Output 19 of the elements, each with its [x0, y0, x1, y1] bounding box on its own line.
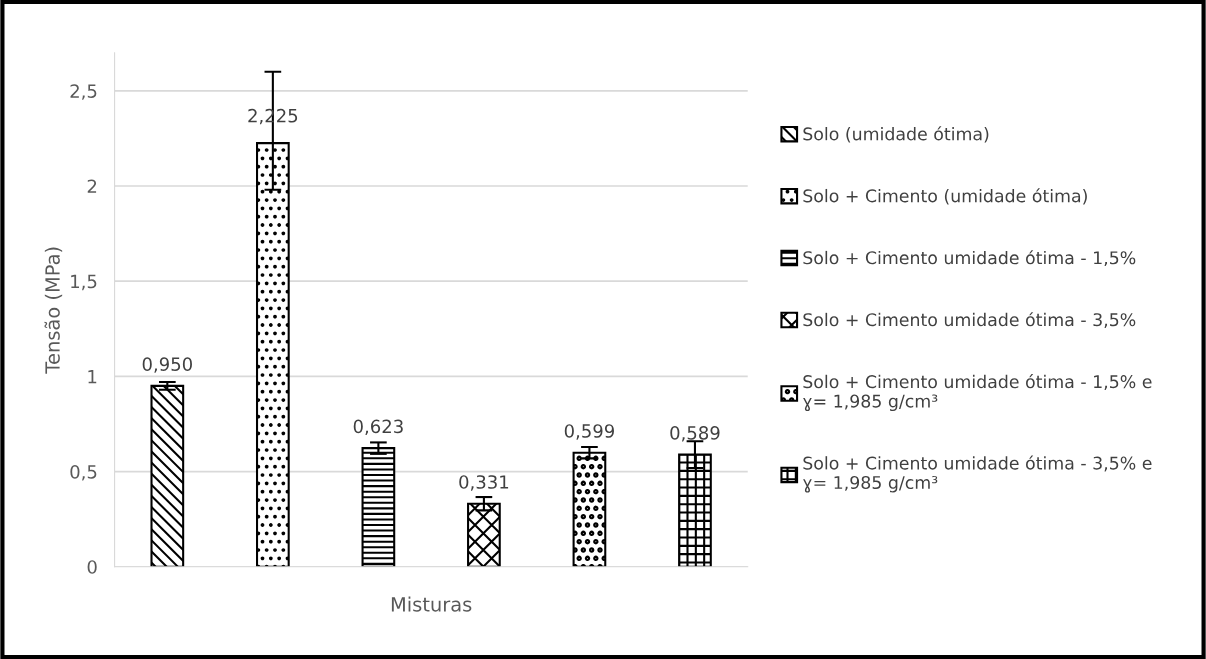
y-axis-title: Tensão (MPa) — [44, 247, 63, 374]
legend-label: Solo + Cimento umidade ótima - 3,5% e ɣ= 1,985 g/cm³ — [803, 455, 1152, 493]
y-tick-label: 2 — [87, 179, 97, 193]
y-tick-label: 1,5 — [71, 274, 97, 291]
x-axis-title: Misturas — [391, 596, 472, 612]
y-tick-label: 0 — [87, 560, 97, 574]
data-label: 0,950 — [142, 357, 192, 373]
y-tick-label: 2,5 — [70, 84, 97, 100]
legend-label: Solo (umidade ótima) — [803, 126, 989, 143]
legend-label: Solo + Cimento umidade ótima - 3,5% — [803, 312, 1136, 329]
y-tick-label: 0,5 — [70, 465, 97, 481]
data-label: 0,589 — [670, 426, 720, 442]
legend-label: Solo + Cimento umidade ótima - 1,5% — [803, 250, 1136, 267]
legend-label: Solo + Cimento (umidade ótima) — [803, 188, 1087, 205]
legend-label: Solo + Cimento umidade ótima - 1,5% e ɣ= 1,985 g/cm³ — [803, 374, 1152, 412]
data-label: 0,599 — [564, 424, 615, 440]
data-label: 0,331 — [459, 475, 509, 491]
data-label: 0,623 — [353, 419, 403, 436]
y-tick-label: 1 — [88, 370, 97, 384]
